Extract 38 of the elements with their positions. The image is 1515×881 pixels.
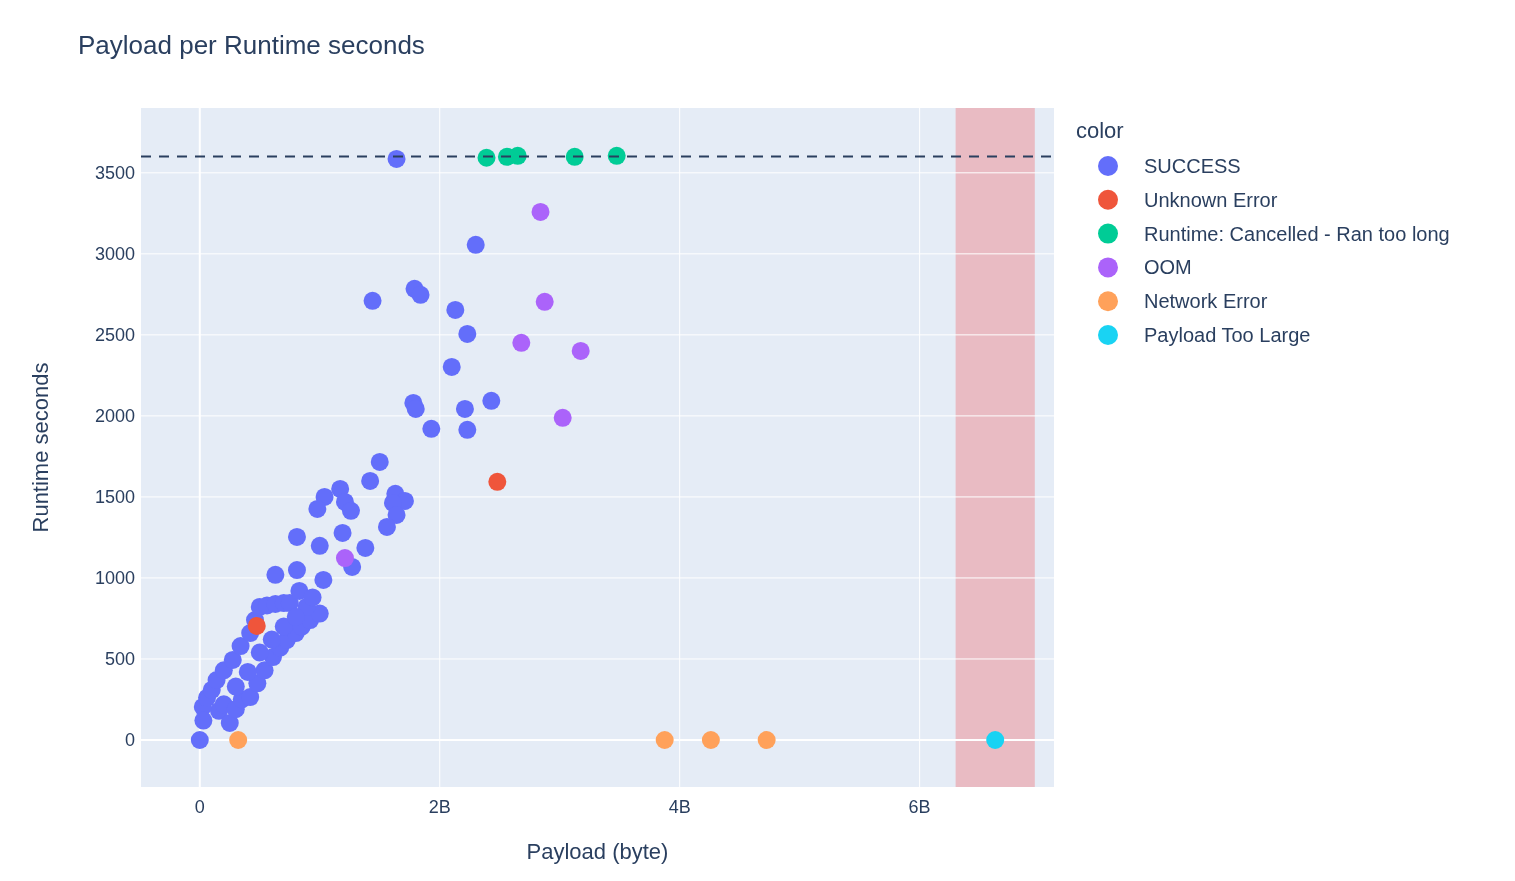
point (701, 731, 720, 749)
legend-label: SUCCESS (1144, 155, 1241, 177)
legend-label: Runtime: Cancelled - Ran too long (1144, 222, 1450, 245)
point (477, 148, 496, 167)
point (335, 549, 354, 567)
legend-label: OOM (1144, 256, 1192, 279)
point (607, 146, 626, 165)
point (512, 333, 531, 352)
y-tick-label: 3500 (94, 163, 135, 184)
point (247, 616, 266, 635)
y-tick-label: 2500 (94, 325, 135, 346)
y-tick-label: 0 (124, 730, 135, 751)
point (553, 408, 572, 427)
x-tick-label: 2B (428, 797, 451, 817)
point (488, 472, 507, 491)
y-tick-label: 500 (104, 649, 135, 670)
y-axis-title: Runtime seconds (28, 362, 53, 533)
y-tick-label: 1000 (94, 568, 135, 589)
point (655, 731, 674, 749)
y-tick-label: 1500 (94, 487, 135, 508)
legend-title: color (1076, 118, 1124, 143)
point (571, 341, 590, 360)
point (986, 731, 1005, 749)
x-tick-label: 0 (194, 797, 205, 817)
legend-label: Payload Too Large (1144, 324, 1311, 346)
x-tick-label: 6B (908, 797, 931, 817)
y-tick-label: 3000 (94, 244, 135, 265)
point (531, 202, 550, 221)
y-tick-label: 2000 (94, 406, 135, 427)
chart-title: Payload per Runtime seconds (78, 30, 425, 60)
point (229, 731, 248, 749)
x-axis-title: Payload (byte) (526, 839, 669, 864)
legend-label: Network Error (1144, 290, 1268, 313)
point (757, 731, 776, 749)
legend-label: Unknown Error (1144, 188, 1278, 211)
x-tick-label: 4B (668, 797, 691, 817)
point (565, 147, 584, 166)
point (535, 292, 554, 311)
